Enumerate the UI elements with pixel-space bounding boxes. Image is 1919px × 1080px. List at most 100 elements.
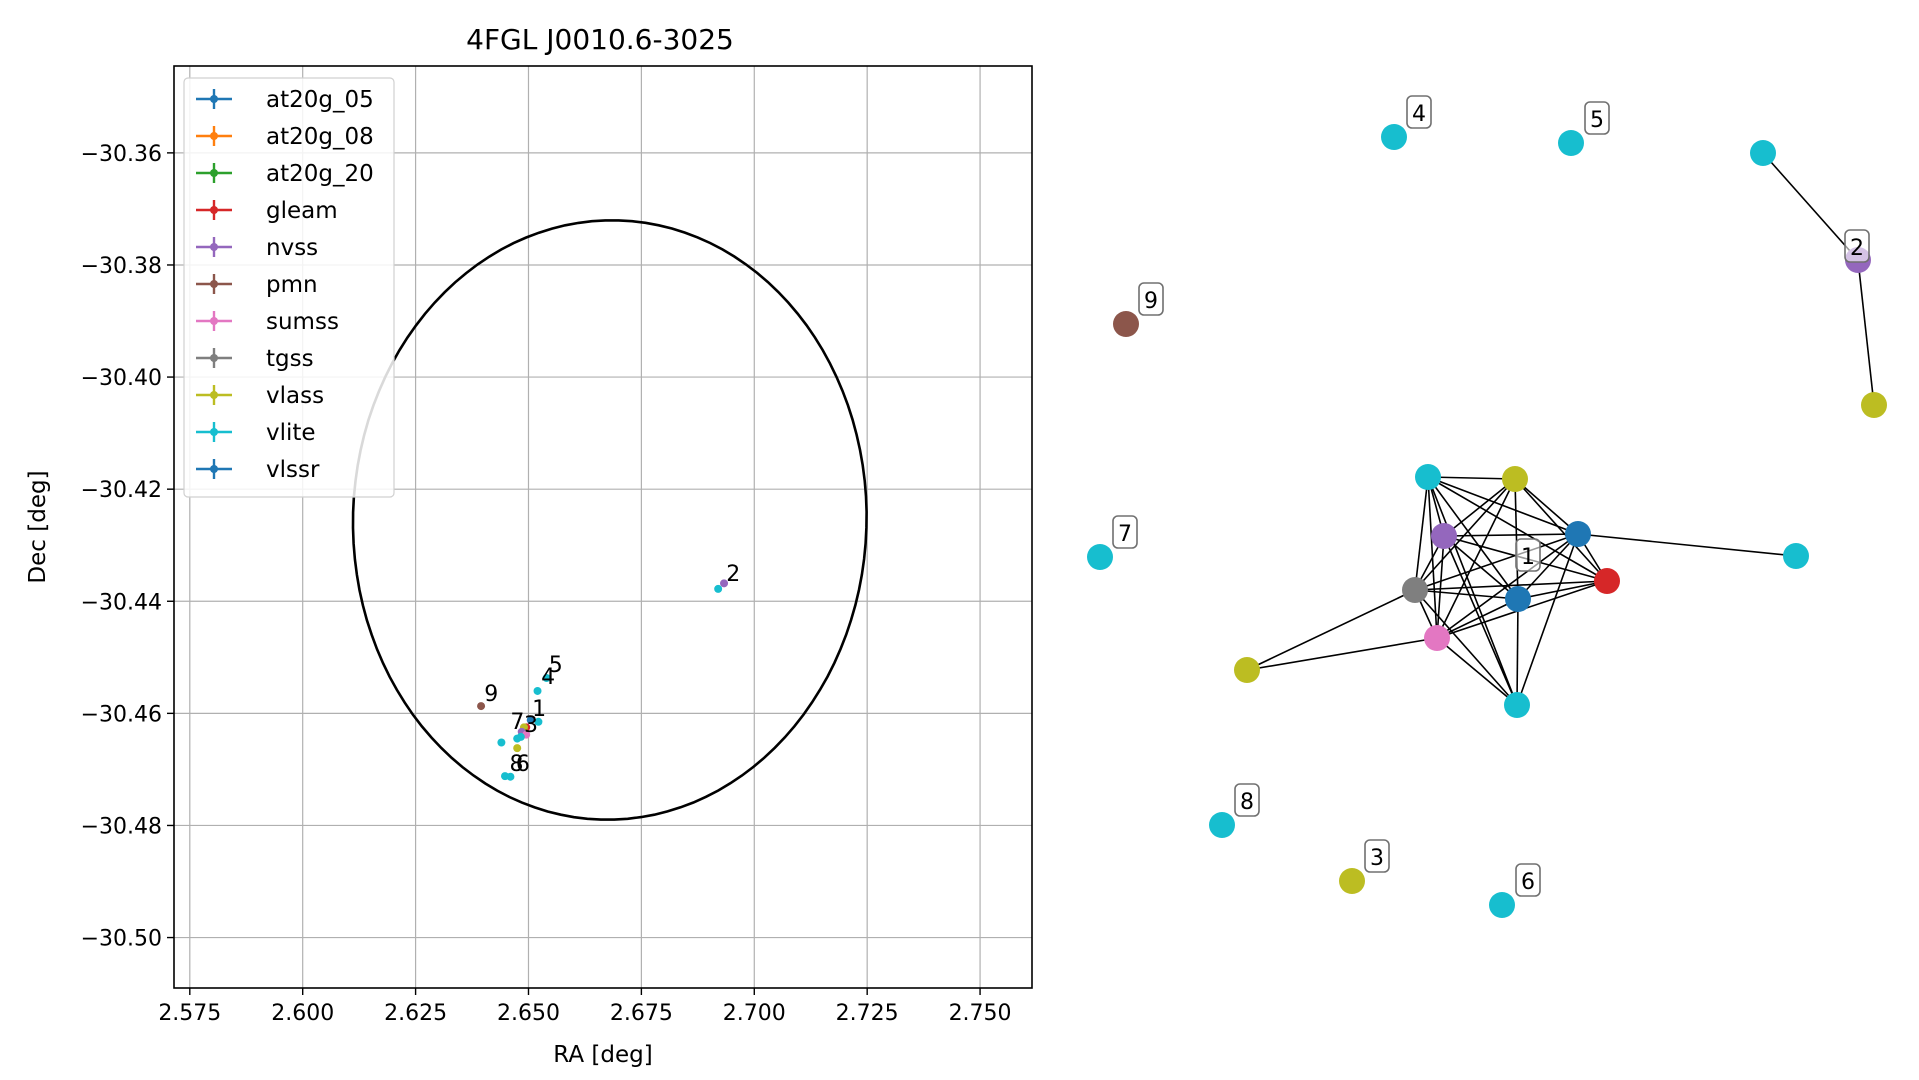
node-c1_vlssr [1565, 521, 1591, 547]
point-pmn [477, 702, 486, 711]
node-c1_tgss [1402, 577, 1428, 603]
edge [1436, 598, 1519, 639]
ticks-layer: 2.575 2.600 2.625 2.650 2.675 2.700 2.725 2.750… [81, 142, 1012, 1026]
label-box [1584, 101, 1610, 135]
node-c2_vlass [1861, 392, 1887, 418]
edge [1427, 476, 1518, 706]
legend-item-vlssr: vlssr [196, 457, 320, 483]
plot-frame [173, 65, 1033, 989]
x-tick-label: 2.625 [384, 1001, 447, 1026]
group-label-7: 7 [510, 710, 524, 735]
network-label-4: 4 [1406, 95, 1432, 129]
edge [1246, 589, 1416, 671]
edge [1516, 533, 1579, 706]
label-text: 6 [1521, 870, 1535, 895]
legend-label: nvss [266, 235, 318, 261]
network-label-6: 6 [1515, 863, 1541, 897]
y-axis-label: Dec [deg] [25, 470, 51, 583]
x-tick-label: 2.575 [158, 1001, 221, 1026]
edge [1414, 589, 1519, 600]
group-label-6: 6 [516, 752, 530, 777]
edge [1517, 580, 1608, 600]
node-c8_vlite [1209, 812, 1235, 838]
edge [1427, 476, 1608, 582]
legend-marker-dot [210, 391, 218, 399]
label-text: 5 [1590, 108, 1604, 133]
edge [1436, 478, 1516, 639]
legend-item-at20g_05: at20g_05 [196, 87, 374, 113]
point-vlite [714, 584, 723, 593]
edges-layer [1246, 152, 1875, 706]
legend-item-nvss: nvss [196, 235, 318, 261]
label-text: 3 [1370, 846, 1384, 871]
edge [1443, 478, 1516, 537]
node-c6_vlite [1489, 892, 1515, 918]
nodes-layer [1087, 124, 1887, 918]
legend-item-at20g_20: at20g_20 [196, 161, 374, 187]
y-tick-label: −30.48 [81, 814, 162, 839]
point-vlass [513, 744, 522, 753]
label-text: 2 [1850, 236, 1864, 261]
edge [1517, 533, 1579, 600]
legend-marker-dot [210, 95, 218, 103]
node-c1_sumss [1424, 625, 1450, 651]
legend-item-at20g_08: at20g_08 [196, 124, 374, 150]
group-label-9: 9 [484, 682, 498, 707]
label-text: 1 [1521, 545, 1535, 570]
label-box [1138, 282, 1164, 316]
edge [1514, 478, 1608, 582]
legend-marker-dot [210, 354, 218, 362]
edge [1516, 598, 1519, 706]
group-label-5: 5 [549, 653, 563, 678]
edge [1427, 476, 1516, 480]
node-c3_vlass [1339, 868, 1365, 894]
node-c5_vlite [1558, 130, 1584, 156]
y-tick-label: −30.36 [81, 142, 162, 167]
edge [1414, 478, 1516, 591]
y-tick-label: −30.42 [81, 478, 162, 503]
network-panel: 1 2 3 4 5 6 7 8 9 [1087, 95, 1887, 918]
group-label-1: 1 [532, 697, 546, 722]
legend-marker-dot [210, 169, 218, 177]
label-text: 9 [1144, 289, 1158, 314]
label-box [1112, 515, 1138, 549]
label-box [1406, 95, 1432, 129]
edge [1414, 580, 1608, 591]
network-label-9: 9 [1138, 282, 1164, 316]
label-box [1364, 839, 1390, 873]
edge [1414, 533, 1579, 591]
x-tick-label: 2.725 [836, 1001, 899, 1026]
node-c2_vlite [1750, 140, 1776, 166]
y-tick-label: −30.40 [81, 366, 162, 391]
node-c1_nvss [1431, 523, 1457, 549]
legend-marker-dot [210, 465, 218, 473]
x-tick-label: 2.675 [610, 1001, 673, 1026]
node-c1_at20g [1505, 586, 1531, 612]
point-nvss [720, 579, 729, 588]
legend-item-gleam: gleam [196, 198, 338, 224]
point-labels-layer: 2 54 9 17 386 [484, 562, 740, 777]
network-label-3: 3 [1364, 839, 1390, 873]
legend-label: gleam [266, 198, 338, 224]
x-tick-label: 2.650 [497, 1001, 560, 1026]
points-layer [477, 579, 729, 781]
legend-marker-dot [210, 206, 218, 214]
ellipse-layer [351, 219, 868, 821]
node-c1_vlass_far [1234, 657, 1260, 683]
point-vlite [497, 738, 506, 747]
network-label-8: 8 [1234, 783, 1260, 817]
network-label-2: 2 [1844, 229, 1870, 263]
network-label-1: 1 [1515, 538, 1541, 572]
localization-ellipse [351, 219, 868, 821]
network-labels-layer: 1 2 3 4 5 6 7 8 9 [1112, 95, 1870, 897]
chart-title: 4FGL J0010.6-3025 [466, 23, 734, 56]
edge [1443, 533, 1579, 537]
x-axis-label: RA [deg] [553, 1042, 652, 1068]
network-label-5: 5 [1584, 101, 1610, 135]
y-tick-label: −30.44 [81, 590, 162, 615]
edge [1514, 478, 1579, 535]
edge [1443, 535, 1518, 706]
edge [1427, 476, 1519, 600]
y-tick-label: −30.46 [81, 702, 162, 727]
